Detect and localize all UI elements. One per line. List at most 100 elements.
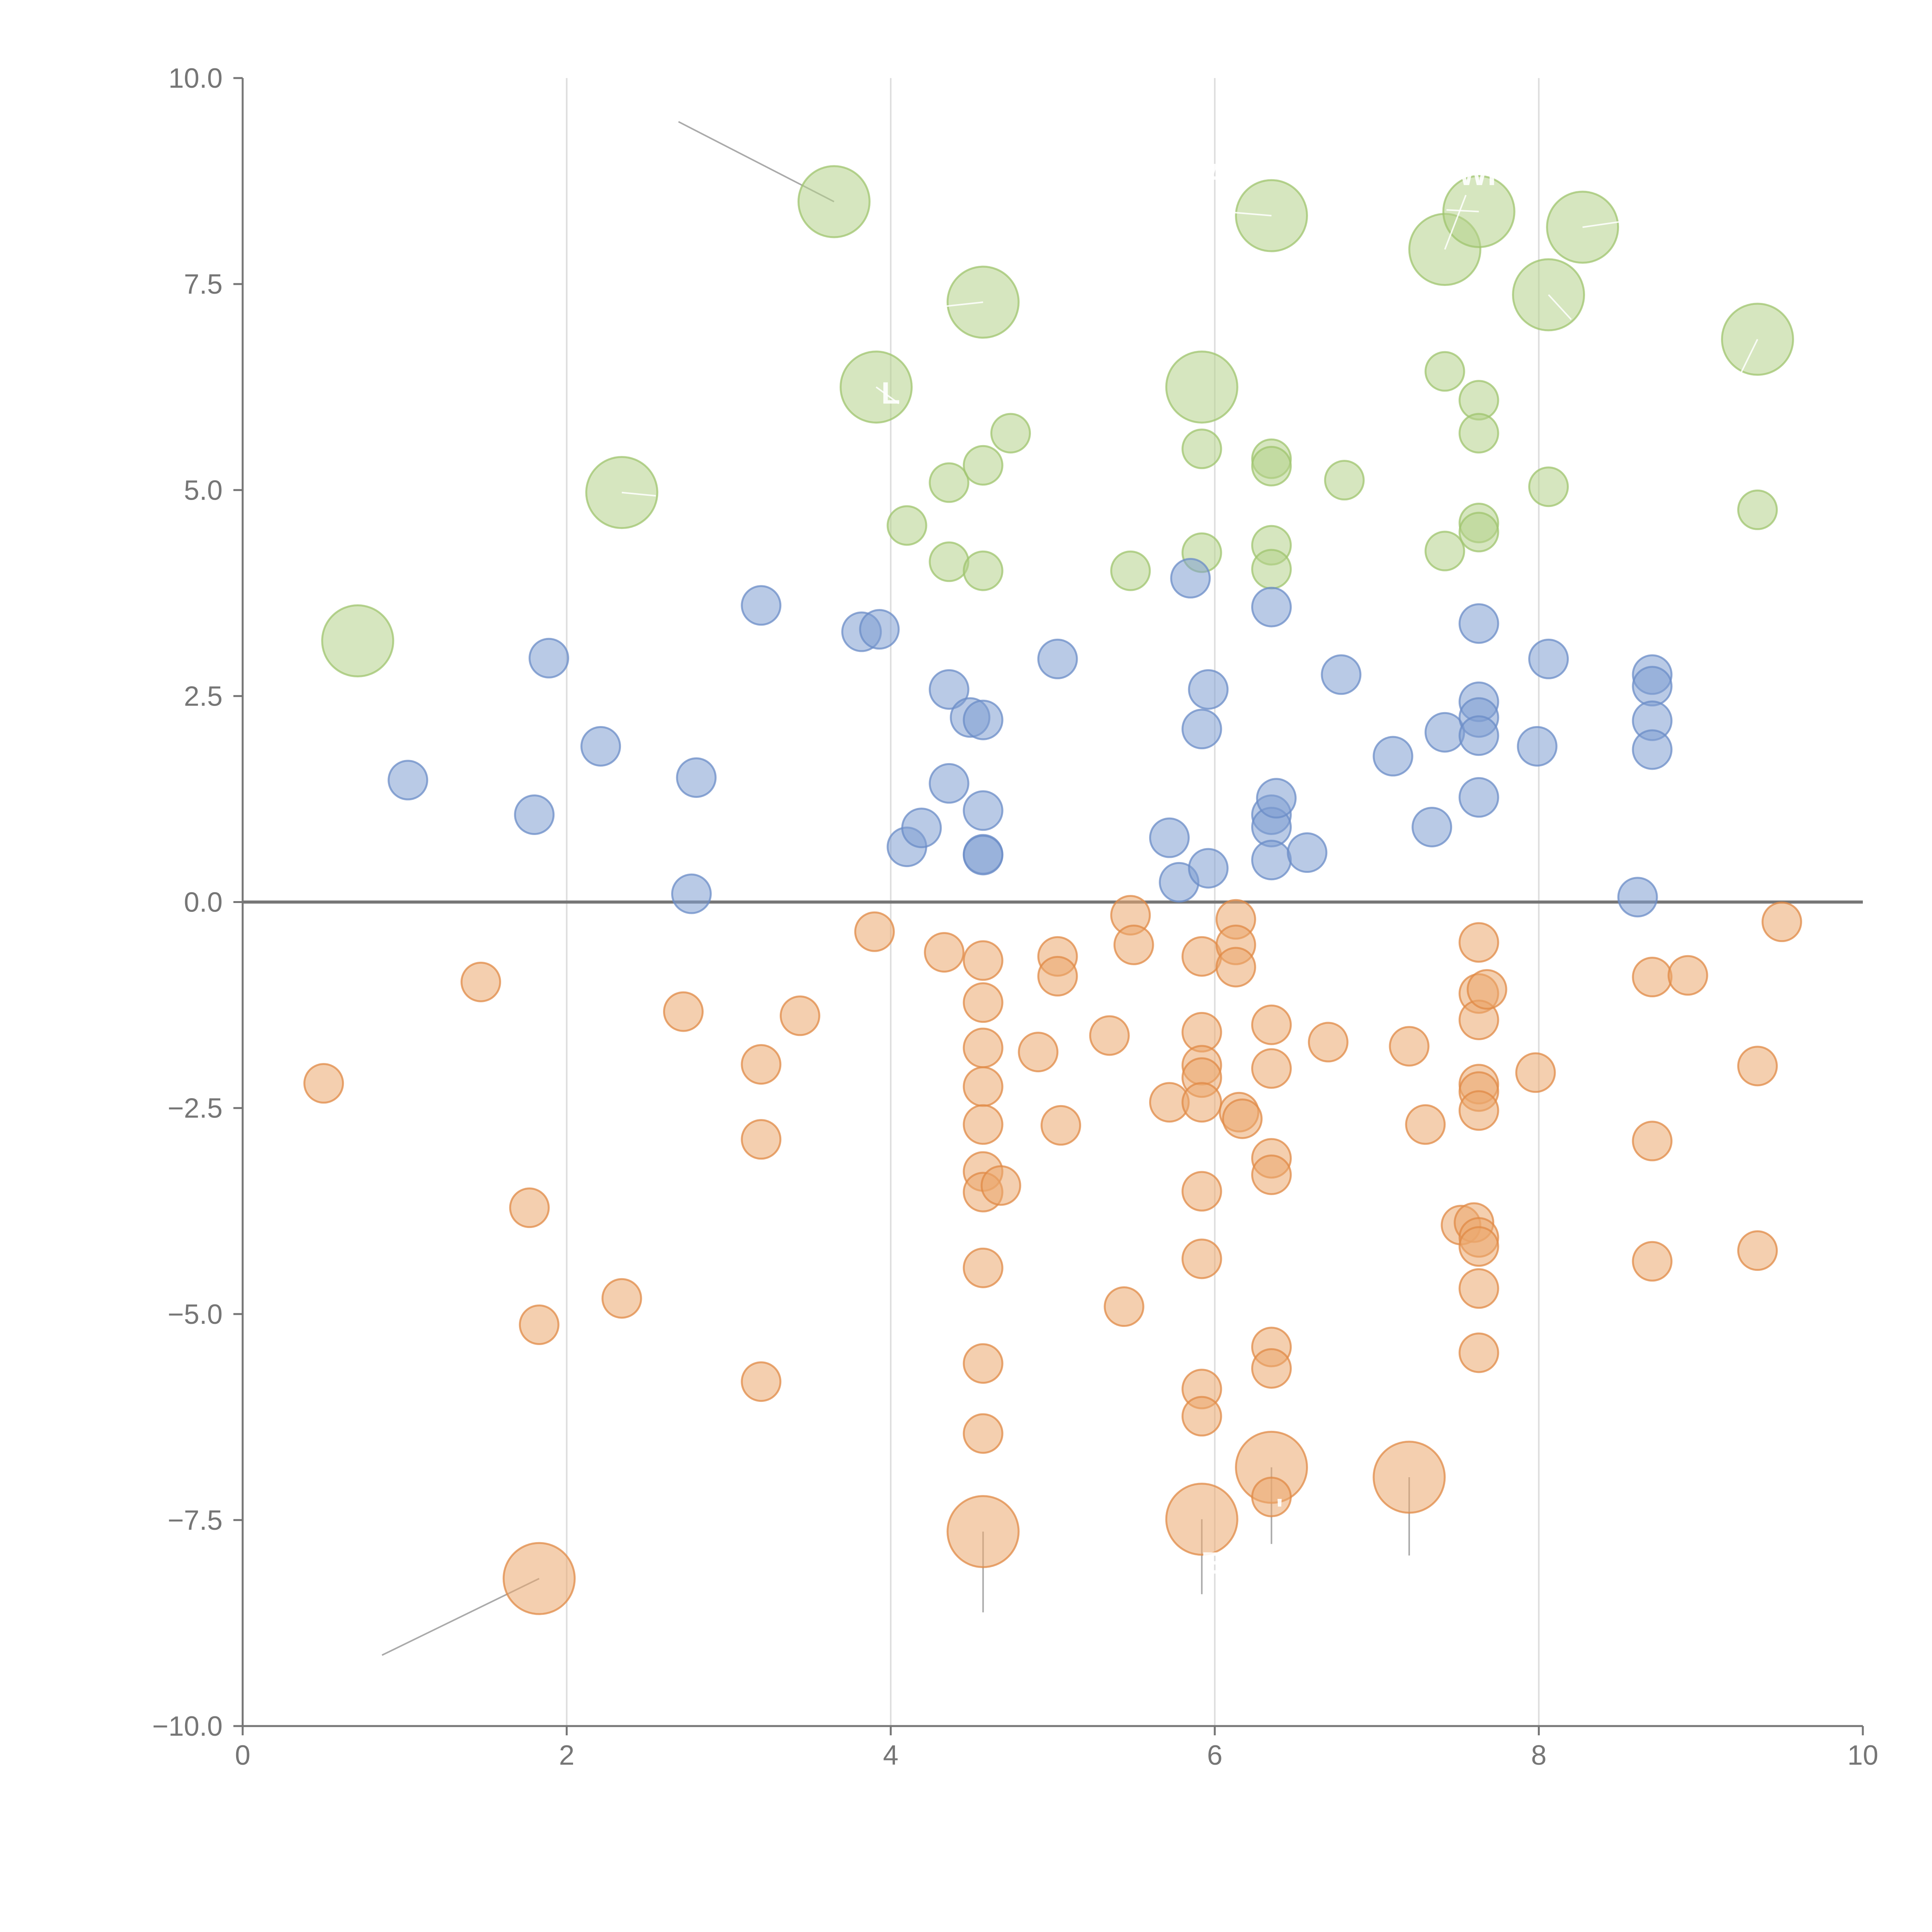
blue-bubble xyxy=(514,794,555,835)
blue-bubble xyxy=(1458,715,1499,756)
orange-bubble xyxy=(1037,956,1078,997)
orange-bubble xyxy=(963,1413,1003,1454)
orange-bubble xyxy=(1466,969,1507,1010)
orange-bubble xyxy=(741,1361,782,1402)
blue-bubble xyxy=(1528,638,1569,679)
orange-bubble xyxy=(963,1343,1003,1384)
orange-bubble xyxy=(1040,1105,1081,1146)
blue-bubble xyxy=(1517,726,1558,767)
blue-bubble xyxy=(1424,712,1465,753)
orange-bubble xyxy=(963,1066,1003,1107)
green-bubble xyxy=(1110,550,1151,591)
blue-bubble xyxy=(741,585,782,626)
green-bubble xyxy=(990,413,1031,454)
orange-bubble xyxy=(1251,1476,1292,1517)
blue-bubble xyxy=(1372,736,1413,777)
green-bubble xyxy=(1424,531,1465,571)
green-bubble xyxy=(1458,413,1499,454)
green-bubble xyxy=(1458,512,1499,553)
annotation-label: WI xyxy=(1458,157,1496,192)
blue-bubble xyxy=(1251,587,1292,628)
orange-bubble xyxy=(1458,1226,1499,1267)
blue-bubble xyxy=(963,699,1003,740)
orange-bubble xyxy=(1222,1098,1263,1139)
leader-layer xyxy=(381,121,1410,1656)
blue-bubble xyxy=(929,763,969,804)
orange-bubble xyxy=(460,961,501,1002)
orange-bubble xyxy=(1251,1154,1292,1195)
y-tick-label: 0.0 xyxy=(184,887,223,918)
orange-bubble xyxy=(509,1187,550,1228)
annotation-leader-line xyxy=(1444,195,1467,250)
green-bubble xyxy=(1181,429,1222,469)
annotation-label: ' xyxy=(1276,1492,1283,1527)
orange-bubble xyxy=(1737,1046,1778,1087)
green-bubble xyxy=(1251,549,1292,590)
orange-bubble xyxy=(601,1278,642,1319)
annotation-leader-line xyxy=(1223,211,1272,217)
orange-bubble xyxy=(980,1165,1021,1206)
blue-bubble xyxy=(963,790,1003,831)
orange-bubble xyxy=(1089,1015,1130,1056)
green-bubble xyxy=(1324,460,1365,501)
blue-bubble xyxy=(1188,669,1229,710)
orange-bubble xyxy=(1181,1396,1222,1437)
annotation-leader-line xyxy=(1582,219,1628,228)
y-tick-label: 7.5 xyxy=(184,269,223,300)
annotation-layer: SAY WI L E ' xyxy=(621,157,1759,1580)
orange-bubble xyxy=(963,1027,1003,1068)
orange-bubble xyxy=(963,940,1003,981)
orange-bubble xyxy=(1308,1022,1349,1063)
blue-bubble xyxy=(1458,603,1499,644)
orange-bubble xyxy=(1737,1230,1778,1271)
green-bubble xyxy=(886,505,927,546)
green-bubble xyxy=(963,445,1003,486)
x-tick-label: 10 xyxy=(1847,1740,1878,1771)
orange-bubble xyxy=(303,1063,344,1104)
x-tick-label: 6 xyxy=(1207,1740,1223,1771)
blue-bubble xyxy=(1181,709,1222,750)
x-tick-label: 8 xyxy=(1531,1740,1546,1771)
orange-bubble xyxy=(946,1495,1020,1568)
blue-bubble xyxy=(929,669,969,710)
blue-bubble xyxy=(388,760,429,801)
blue-bubble xyxy=(1037,638,1078,679)
blue-bubble xyxy=(1149,817,1190,858)
orange-bubble xyxy=(1215,947,1256,988)
y-tick-label: −7.5 xyxy=(168,1505,223,1536)
blue-bubble xyxy=(859,609,900,650)
blue-bubble xyxy=(1412,806,1452,847)
annotation-leader-line xyxy=(876,386,900,404)
orange-bubble xyxy=(1181,1171,1222,1212)
blue-bubble xyxy=(1251,840,1292,881)
green-bubble xyxy=(929,462,969,503)
y-tick-label: 5.0 xyxy=(184,475,223,506)
orange-bubble xyxy=(1632,1241,1673,1282)
annotation-leader-line xyxy=(1740,339,1759,373)
x-tick-label: 4 xyxy=(883,1740,898,1771)
orange-bubble xyxy=(1458,922,1499,963)
orange-bubble xyxy=(1181,1082,1222,1123)
orange-bubble xyxy=(741,1119,782,1160)
orange-bubble xyxy=(502,1542,576,1615)
blue-bubble xyxy=(1287,832,1328,873)
orange-bubble xyxy=(1181,1238,1222,1279)
orange-bubble xyxy=(1389,1026,1430,1067)
orange-bubble xyxy=(1104,1286,1145,1327)
annotation-leader-line xyxy=(621,492,656,497)
x-tick-label: 0 xyxy=(235,1740,250,1771)
orange-bubble xyxy=(663,991,704,1032)
annotation-leader-line xyxy=(1548,294,1572,320)
blue-bubble xyxy=(671,873,712,914)
blue-bubble xyxy=(1321,654,1362,695)
orange-bubble xyxy=(1405,1104,1446,1145)
blue-bubble xyxy=(1188,848,1229,889)
blue-bubble xyxy=(676,757,717,798)
y-tick-label: 10.0 xyxy=(168,63,223,94)
orange-bubble xyxy=(1458,1090,1499,1131)
green-bubble xyxy=(1528,466,1569,507)
blue-bubble xyxy=(1632,666,1673,707)
green-bubble xyxy=(797,165,871,238)
x-tick-label: 2 xyxy=(559,1740,575,1771)
green-bubble xyxy=(1251,446,1292,486)
